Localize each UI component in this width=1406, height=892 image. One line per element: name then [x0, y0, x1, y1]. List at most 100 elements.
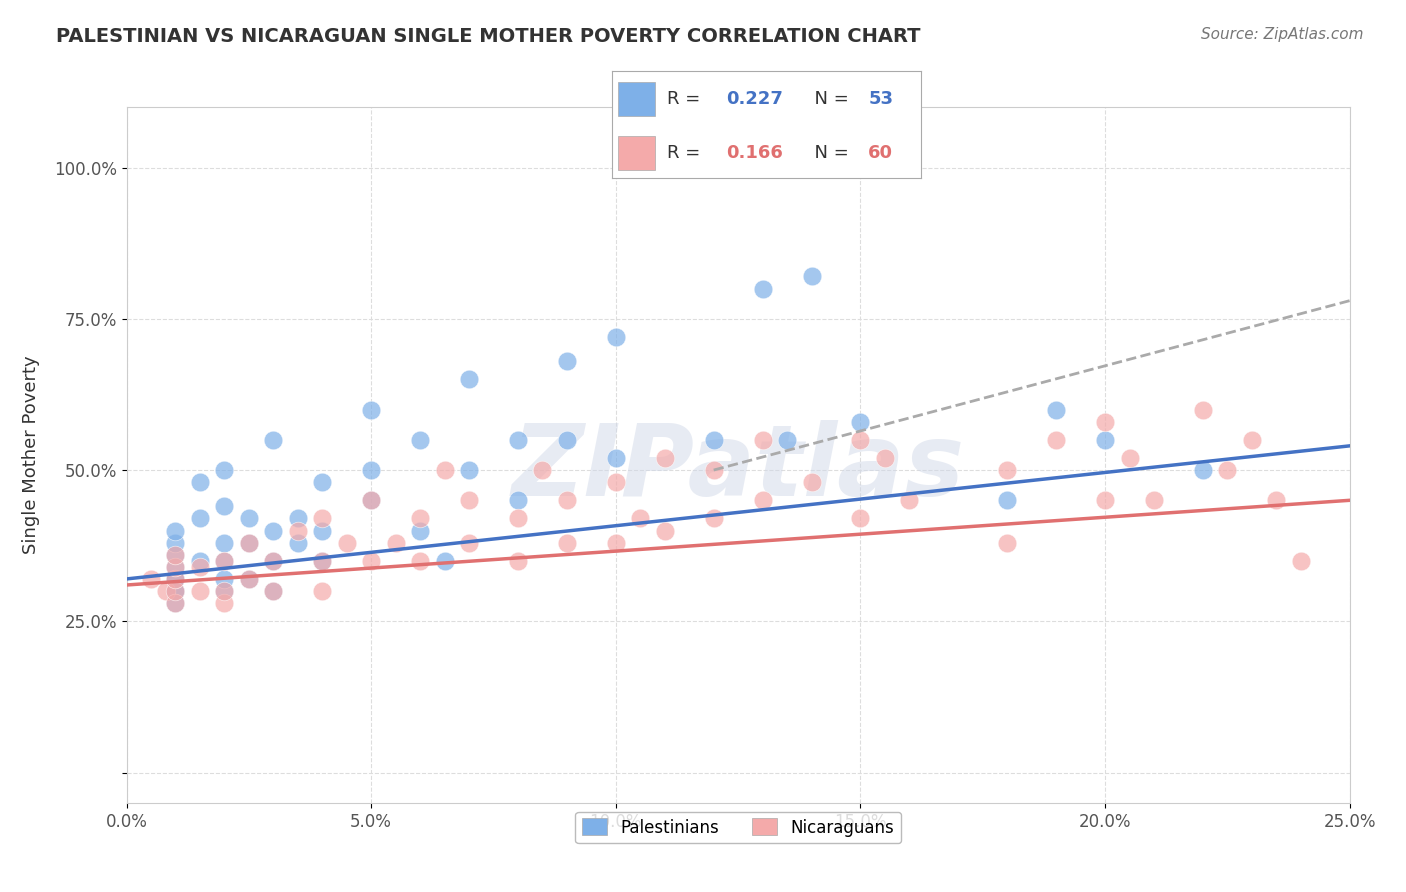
Point: [555, 354, 578, 368]
Point: [262, 433, 284, 447]
Point: [1265, 493, 1288, 508]
Text: 53: 53: [869, 90, 893, 108]
Point: [873, 450, 896, 465]
Point: [165, 559, 187, 574]
Point: [360, 402, 382, 417]
Point: [165, 572, 187, 586]
Text: ZIPatlas: ZIPatlas: [512, 420, 965, 517]
Point: [214, 500, 236, 514]
Text: PALESTINIAN VS NICARAGUAN SINGLE MOTHER POVERTY CORRELATION CHART: PALESTINIAN VS NICARAGUAN SINGLE MOTHER …: [56, 27, 921, 45]
Point: [287, 511, 309, 525]
Text: R =: R =: [668, 144, 706, 161]
Point: [849, 511, 872, 525]
Point: [654, 524, 676, 538]
Point: [1240, 433, 1263, 447]
Point: [287, 524, 309, 538]
Point: [165, 584, 187, 599]
Point: [311, 524, 333, 538]
Text: Source: ZipAtlas.com: Source: ZipAtlas.com: [1201, 27, 1364, 42]
Point: [188, 559, 211, 574]
Y-axis label: Single Mother Poverty: Single Mother Poverty: [22, 356, 39, 554]
Point: [1094, 415, 1116, 429]
Text: N =: N =: [803, 90, 855, 108]
Point: [336, 535, 359, 549]
Point: [360, 554, 382, 568]
Point: [605, 535, 627, 549]
Point: [1094, 433, 1116, 447]
Point: [360, 493, 382, 508]
Point: [165, 596, 187, 610]
Text: 0.227: 0.227: [725, 90, 783, 108]
Point: [1216, 463, 1239, 477]
Point: [628, 511, 651, 525]
Point: [238, 535, 260, 549]
Point: [506, 554, 529, 568]
Point: [238, 535, 260, 549]
Point: [506, 433, 529, 447]
Point: [703, 463, 725, 477]
Point: [409, 433, 432, 447]
Point: [188, 475, 211, 490]
Point: [214, 554, 236, 568]
Text: N =: N =: [803, 144, 855, 161]
Point: [165, 596, 187, 610]
Point: [165, 548, 187, 562]
Point: [165, 584, 187, 599]
Point: [238, 511, 260, 525]
Point: [458, 463, 481, 477]
Point: [555, 535, 578, 549]
Point: [605, 475, 627, 490]
Point: [409, 524, 432, 538]
Point: [1192, 463, 1215, 477]
Point: [214, 584, 236, 599]
Point: [506, 511, 529, 525]
Point: [262, 554, 284, 568]
Point: [214, 596, 236, 610]
Point: [1045, 433, 1067, 447]
Point: [555, 493, 578, 508]
Point: [360, 463, 382, 477]
Legend: Palestinians, Nicaraguans: Palestinians, Nicaraguans: [575, 812, 901, 843]
Point: [703, 511, 725, 525]
Point: [703, 433, 725, 447]
Point: [800, 269, 823, 284]
Point: [1118, 450, 1140, 465]
Point: [605, 330, 627, 344]
Point: [214, 535, 236, 549]
Point: [458, 493, 481, 508]
Point: [165, 559, 187, 574]
Point: [433, 463, 456, 477]
Point: [311, 554, 333, 568]
Point: [849, 433, 872, 447]
Point: [214, 463, 236, 477]
Point: [311, 554, 333, 568]
Point: [155, 584, 177, 599]
Point: [139, 572, 162, 586]
Point: [995, 493, 1018, 508]
Point: [165, 535, 187, 549]
Point: [555, 433, 578, 447]
Point: [238, 572, 260, 586]
Point: [238, 572, 260, 586]
Point: [458, 535, 481, 549]
Point: [188, 554, 211, 568]
Point: [1192, 402, 1215, 417]
Point: [409, 554, 432, 568]
Text: 0.166: 0.166: [725, 144, 783, 161]
Point: [433, 554, 456, 568]
Point: [1045, 402, 1067, 417]
Point: [995, 463, 1018, 477]
Point: [751, 493, 773, 508]
Point: [165, 548, 187, 562]
Point: [605, 450, 627, 465]
FancyBboxPatch shape: [617, 136, 655, 169]
Point: [214, 572, 236, 586]
Point: [1289, 554, 1312, 568]
Text: R =: R =: [668, 90, 706, 108]
Point: [262, 584, 284, 599]
Point: [898, 493, 921, 508]
Point: [995, 535, 1018, 549]
Point: [360, 493, 382, 508]
Point: [409, 511, 432, 525]
Point: [214, 554, 236, 568]
